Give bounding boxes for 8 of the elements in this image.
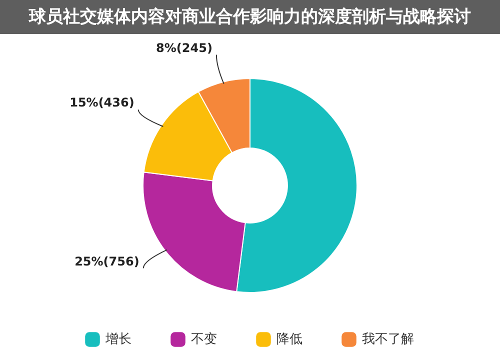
chart-title: 球员社交媒体内容对商业合作影响力的深度剖析与战略探讨 [0,0,500,34]
data-label: 25%(756) [74,254,140,268]
legend-label: 降低 [276,332,302,347]
legend-label: 我不了解 [362,332,414,347]
data-label: 8%(245) [156,40,212,55]
data-label: 15%(436) [70,96,134,110]
legend-label: 不变 [191,332,217,347]
legend-label: 增长 [104,332,132,347]
